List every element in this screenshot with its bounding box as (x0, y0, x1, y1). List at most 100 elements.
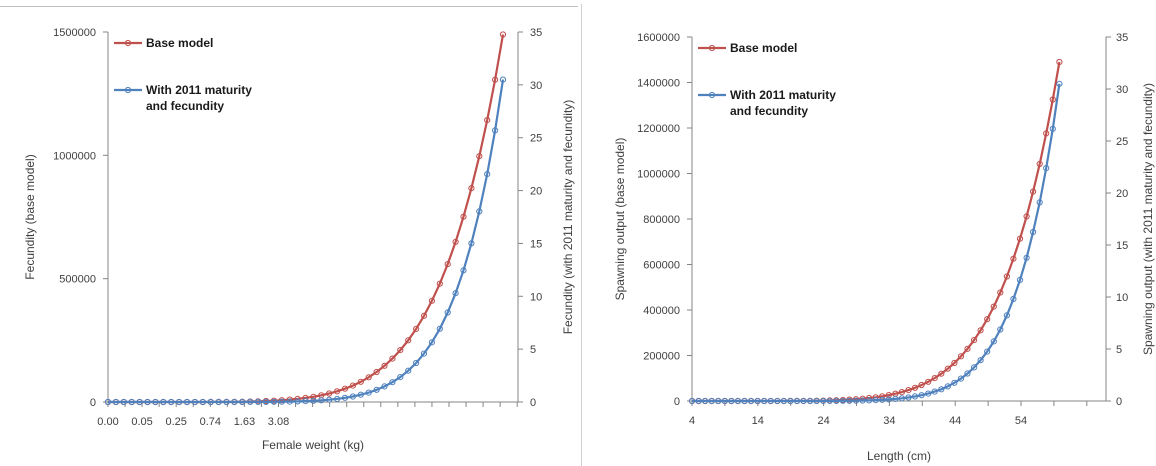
data-point (373, 386, 380, 393)
data-point (859, 397, 866, 404)
data-point (247, 398, 254, 405)
data-point (365, 374, 372, 381)
data-point (925, 390, 932, 397)
data-point (389, 379, 396, 386)
data-point (1003, 312, 1010, 319)
legend-marker (124, 39, 132, 47)
data-point (997, 289, 1004, 296)
data-point (310, 397, 317, 404)
y-left-tick-label: 600000 (643, 260, 680, 272)
y-left-tick-label: 1000000 (53, 150, 96, 162)
data-point (951, 379, 958, 386)
legend-entry-line: Base model (146, 36, 213, 50)
y-right-tick-label: 15 (1116, 240, 1128, 252)
data-point (807, 397, 814, 405)
data-point (741, 397, 748, 405)
data-point (191, 398, 198, 406)
data-point (357, 391, 364, 398)
data-point (938, 386, 945, 393)
data-point (365, 389, 372, 396)
data-point (1023, 213, 1030, 220)
data-point (938, 370, 945, 377)
data-point (787, 397, 794, 405)
y-axis-title-left: Fecundity (base model) (23, 154, 37, 279)
legend-entry-line: and fecundity (146, 99, 224, 113)
data-point (747, 397, 755, 405)
data-point (160, 398, 167, 406)
y-left-tick-label: 1200000 (637, 123, 680, 135)
data-point (1030, 188, 1037, 195)
data-point (326, 396, 333, 403)
x-tick-label: 0.05 (131, 416, 152, 428)
data-point (911, 393, 919, 400)
data-point (813, 397, 820, 405)
data-point (381, 362, 388, 369)
data-point (413, 359, 420, 367)
data-point (389, 355, 396, 362)
x-tick-label: 44 (949, 415, 961, 427)
data-point (255, 398, 262, 405)
y-right-tick-label: 10 (530, 291, 542, 303)
data-point (688, 397, 696, 405)
y-left-tick-label: 1000000 (637, 169, 680, 181)
data-point (879, 396, 886, 403)
legend-entry-line: Base model (730, 41, 797, 55)
data-point (420, 312, 428, 319)
y-left-tick-label: 0 (90, 397, 96, 409)
data-point (183, 398, 191, 406)
data-point (168, 398, 175, 406)
data-point (420, 350, 428, 357)
data-point (278, 398, 285, 405)
y-right-tick-label: 20 (530, 186, 542, 198)
y-right-tick-label: 35 (1116, 32, 1128, 44)
data-point (176, 398, 183, 406)
data-point (728, 397, 735, 405)
legend-marker (124, 86, 132, 94)
data-point (984, 316, 991, 323)
data-point (990, 303, 997, 310)
data-point (1056, 80, 1063, 87)
data-point (452, 290, 459, 297)
data-point (452, 238, 459, 245)
data-point (112, 398, 120, 406)
data-point (444, 309, 451, 316)
x-tick-label: 24 (817, 415, 829, 427)
data-point (1010, 255, 1017, 262)
data-point (918, 392, 925, 399)
y-left-tick-label: 0 (674, 396, 680, 408)
data-point (476, 208, 483, 215)
data-point (341, 394, 349, 401)
data-point (294, 398, 301, 405)
y-right-tick-label: 20 (1116, 188, 1128, 200)
y-axis-title-left: Spawning output (base model) (613, 138, 627, 301)
data-point (199, 398, 206, 406)
data-point (898, 395, 905, 402)
data-point (499, 31, 507, 38)
y-right-tick-label: 30 (530, 80, 542, 92)
data-point (761, 397, 768, 405)
data-point (774, 397, 781, 405)
panel-divider (581, 4, 582, 466)
chart-fecundity-vs-weight: 0 500000 1000000 1500000 0 5 10 15 20 25 30 35 0.00 0… (23, 27, 575, 452)
data-point (428, 339, 435, 346)
data-point (957, 375, 965, 382)
data-point (695, 397, 702, 405)
x-axis-title: Female weight (kg) (262, 438, 364, 452)
y-right-tick-label: 5 (530, 344, 536, 356)
data-point (721, 397, 728, 405)
data-point (957, 353, 965, 360)
data-point (944, 365, 951, 372)
data-point (852, 397, 860, 404)
x-tick-label: 3.08 (268, 416, 289, 428)
data-point (951, 359, 958, 367)
data-point (460, 267, 467, 274)
data-point (223, 398, 230, 406)
data-point (833, 397, 840, 404)
x-tick-label: 4 (689, 415, 695, 427)
y-right-tick-label: 30 (1116, 84, 1128, 96)
data-point (476, 153, 483, 160)
data-point (931, 388, 938, 395)
y-axis-title-right: Spawning output (with 2011 maturity and … (1141, 83, 1155, 355)
data-point (326, 390, 333, 397)
data-point (793, 397, 801, 405)
